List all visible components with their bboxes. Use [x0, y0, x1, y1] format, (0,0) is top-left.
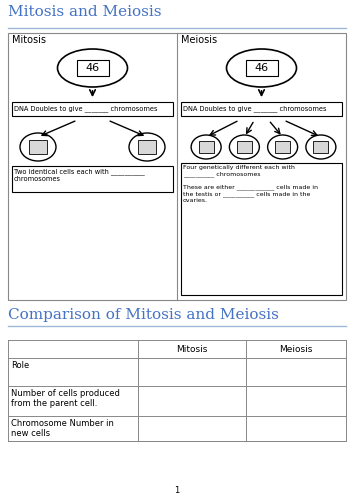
- Text: Mitosis: Mitosis: [12, 35, 46, 45]
- Text: 46: 46: [85, 63, 99, 73]
- Text: Role: Role: [11, 361, 29, 370]
- FancyBboxPatch shape: [138, 140, 156, 154]
- FancyBboxPatch shape: [12, 166, 173, 192]
- Text: 1: 1: [175, 486, 179, 495]
- FancyBboxPatch shape: [8, 33, 346, 300]
- Text: Mitosis: Mitosis: [176, 344, 208, 354]
- Text: Number of cells produced
from the parent cell.: Number of cells produced from the parent…: [11, 389, 120, 408]
- FancyBboxPatch shape: [181, 163, 342, 295]
- Text: Comparison of Mitosis and Meiosis: Comparison of Mitosis and Meiosis: [8, 308, 279, 322]
- FancyBboxPatch shape: [199, 141, 213, 153]
- Text: 46: 46: [255, 63, 269, 73]
- FancyBboxPatch shape: [246, 60, 278, 76]
- Text: Meiosis: Meiosis: [279, 344, 313, 354]
- FancyBboxPatch shape: [237, 141, 252, 153]
- Text: Mitosis and Meiosis: Mitosis and Meiosis: [8, 5, 161, 19]
- FancyBboxPatch shape: [181, 102, 342, 116]
- Text: DNA Doubles to give _______ chromosomes: DNA Doubles to give _______ chromosomes: [14, 106, 158, 112]
- Text: Four genetically different each with
__________ chromosomes

These are either __: Four genetically different each with ___…: [183, 165, 318, 203]
- Text: DNA Doubles to give _______ chromosomes: DNA Doubles to give _______ chromosomes: [183, 106, 326, 112]
- Text: Two identical cells each with __________
chromosomes: Two identical cells each with __________…: [14, 168, 145, 181]
- FancyBboxPatch shape: [76, 60, 108, 76]
- FancyBboxPatch shape: [275, 141, 290, 153]
- Text: Chromosome Number in
new cells: Chromosome Number in new cells: [11, 419, 114, 438]
- FancyBboxPatch shape: [29, 140, 47, 154]
- FancyBboxPatch shape: [12, 102, 173, 116]
- FancyBboxPatch shape: [313, 141, 329, 153]
- Text: Meiosis: Meiosis: [181, 35, 217, 45]
